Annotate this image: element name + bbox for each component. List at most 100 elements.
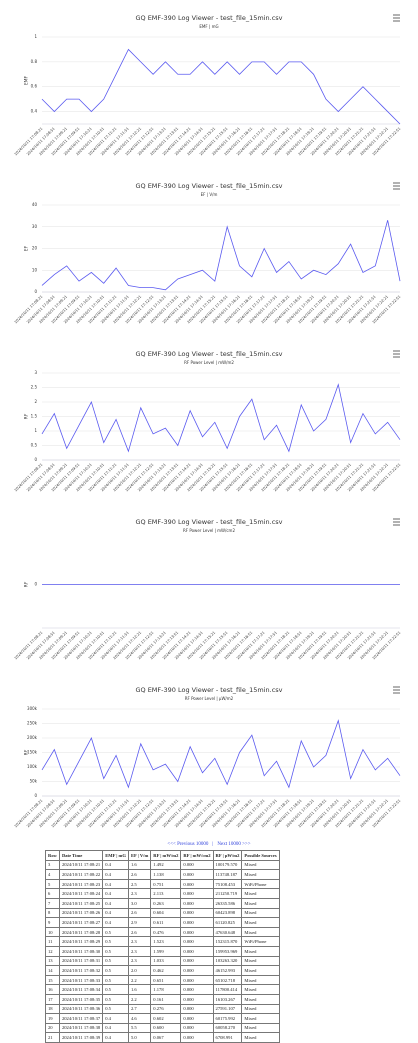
table-row: 12 2024/10/11 17:08:30 0.5 2.3 1.599 0.000 159…: [45, 945, 280, 957]
table-cell: 0.476: [150, 926, 182, 938]
table-cell: 159953.969: [212, 945, 243, 957]
y-tick-label: 3: [34, 370, 37, 375]
table-cell: 0.000: [180, 869, 214, 880]
table-cell: 0.5: [102, 965, 129, 976]
table-cell: 10: [45, 926, 60, 938]
table-cell: 152315.870: [212, 936, 243, 947]
legend-label: mG: [204, 168, 212, 169]
table-cell: 0.600: [150, 1022, 182, 1034]
table-cell: 16: [45, 984, 60, 995]
table-cell: 0.4: [102, 907, 129, 919]
table-cell: 7: [45, 897, 60, 909]
table-cell: 2024/10/11 17:08:26: [58, 907, 104, 919]
table-cell: 0.000: [180, 926, 214, 938]
y-tick-label: 10: [32, 267, 38, 272]
y-axis-label: RF: [24, 413, 30, 419]
table-cell: 6708.991: [212, 1032, 243, 1043]
y-tick-label: 0.5: [31, 443, 38, 448]
column-header: RF | µW/m2: [212, 850, 243, 861]
y-tick-label: 30: [32, 224, 38, 229]
table-cell: 2024/10/11 17:08:22: [58, 869, 104, 880]
separator: |: [212, 842, 214, 847]
table-cell: 6: [45, 888, 60, 899]
chart-title: GQ EMF-390 Log Viewer - test_file_15min.…: [135, 182, 282, 190]
table-cell: 103263.320: [212, 955, 243, 967]
table-cell: 2.113: [150, 888, 182, 899]
table-cell: 100179.570: [212, 859, 243, 871]
table-cell: 0.067: [150, 1032, 182, 1043]
table-cell: 0.611: [150, 917, 182, 928]
table-row: 10 2024/10/11 17:08:28 0.5 2.6 0.476 0.000 476…: [45, 926, 280, 938]
table-row: 16 2024/10/11 17:08:34 0.5 1.6 1.178 0.000 117…: [45, 984, 280, 995]
table-cell: 0.604: [150, 907, 182, 919]
y-tick-label: 100k: [27, 764, 38, 769]
table-cell: 9: [45, 917, 60, 928]
chart-title: GQ EMF-390 Log Viewer - test_file_15min.…: [135, 14, 282, 22]
table-cell: Mixed: [241, 897, 280, 909]
table-row: 14 2024/10/11 17:08:32 0.5 2.0 0.462 0.000 461…: [45, 965, 280, 976]
chart-subtitle: EF | V/m: [201, 192, 218, 197]
chart-subtitle: RF Power Level | mW/m2: [184, 360, 234, 365]
table-cell: 1.6: [127, 859, 152, 871]
table-cell: WiFi/Phone: [241, 878, 280, 890]
table-cell: 0.000: [180, 936, 214, 947]
y-tick-label: 1: [34, 428, 37, 433]
table-cell: 0.5: [102, 955, 129, 967]
y-tick-label: 150k: [27, 750, 38, 755]
chart-title: GQ EMF-390 Log Viewer - test_file_15min.…: [135, 518, 282, 526]
table-cell: 1.6: [127, 984, 152, 995]
table-cell: 0.4: [102, 1013, 129, 1024]
table-cell: 61120.825: [212, 917, 243, 928]
table-cell: 0.000: [180, 888, 214, 899]
y-tick-label: 0: [34, 793, 37, 798]
table-cell: 4.6: [127, 1013, 152, 1024]
table-row: 20 2024/10/11 17:08:38 0.4 5.5 0.600 0.000 600…: [45, 1022, 280, 1034]
table-cell: 17: [45, 993, 60, 1005]
table-cell: 211250.719: [212, 888, 243, 899]
table-cell: 0.276: [150, 1003, 182, 1015]
table-cell: 2.6: [127, 926, 152, 938]
table-row: 3 2024/10/11 17:08:21 0.4 1.6 1.492 0.000 1001…: [45, 859, 280, 871]
y-tick-label: 2: [34, 399, 37, 404]
table-cell: Mixed: [241, 1003, 280, 1015]
table-cell: 1.492: [150, 859, 182, 871]
column-header: RF | mW/cm2: [180, 850, 214, 861]
table-cell: 2024/10/11 17:08:25: [58, 897, 104, 909]
table-cell: 0.5: [102, 936, 129, 947]
table-cell: 2024/10/11 17:08:31: [58, 955, 104, 967]
table-cell: 0.000: [180, 1013, 214, 1024]
page: GQ EMF-390 Log Viewer {"chart_data": [ {…: [13, 14, 402, 1043]
header-row: Row Date Time EMF | mG EF | V/m RF | mW/m2 RF…: [45, 850, 280, 861]
charts: GQ EMF-390 Log Viewer - test_file_15min.…: [14, 14, 402, 840]
table-cell: 19: [45, 1013, 60, 1024]
table-cell: Mixed: [241, 1022, 280, 1034]
table-row: 9 2024/10/11 17:08:27 0.4 2.9 0.611 0.000 6112…: [45, 917, 280, 928]
table-cell: Mixed: [241, 945, 280, 957]
table-cell: 2.6: [127, 869, 152, 880]
table-row: 18 2024/10/11 17:08:36 0.5 2.7 0.276 0.000 275…: [45, 1003, 280, 1015]
table-cell: 0.4: [102, 878, 129, 890]
table-cell: 60175.992: [212, 1013, 243, 1024]
table-cell: 3.0: [127, 897, 152, 909]
chart: GQ EMF-390 Log Viewer - test_file_15min.…: [14, 182, 402, 336]
y-tick-label: 0: [34, 289, 37, 294]
table-cell: 2.2: [127, 974, 152, 986]
chart-subtitle: RF Power Level | µW/m2: [185, 696, 234, 701]
y-tick-label: 1: [34, 34, 37, 39]
table-cell: 2.3: [127, 888, 152, 899]
table-cell: Mixed: [241, 888, 280, 899]
table-cell: 47630.648: [212, 926, 243, 938]
chart: GQ EMF-390 Log Viewer - test_file_15min.…: [14, 14, 402, 169]
table-cell: 12: [45, 945, 60, 957]
table-cell: 1.599: [150, 945, 182, 957]
table-cell: 18: [45, 1003, 60, 1015]
table-cell: 2024/10/11 17:08:24: [58, 888, 104, 899]
next-link[interactable]: Next 10000 >>>: [217, 842, 251, 847]
table-cell: 0.000: [180, 859, 214, 871]
table-cell: 1.178: [150, 984, 182, 995]
previous-link[interactable]: <<< Previous 10000: [167, 842, 209, 847]
table-cell: 0.5: [102, 926, 129, 938]
y-tick-label: 0.4: [31, 109, 38, 114]
table-cell: 0.161: [150, 993, 182, 1005]
chart: GQ EMF-390 Log Viewer - test_file_15min.…: [14, 350, 402, 504]
